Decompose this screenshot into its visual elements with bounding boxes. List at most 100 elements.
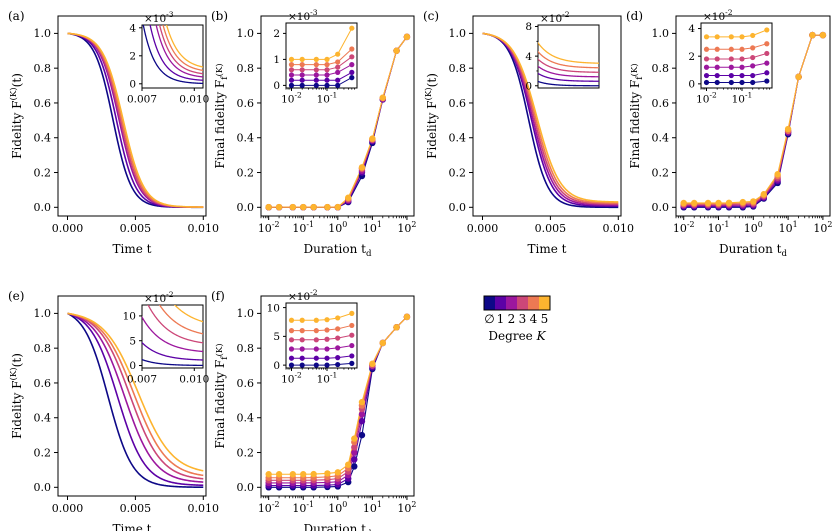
- inset-data-point: [349, 46, 355, 52]
- data-point: [369, 360, 376, 368]
- inset-data-point: [349, 54, 355, 60]
- x-tick-label: 0.005: [535, 222, 567, 235]
- series-line-2: [67, 312, 204, 483]
- y-tick-label: 0.2: [237, 446, 255, 459]
- inset-x-tick-label: 10-1: [317, 91, 338, 106]
- inset-data-point: [714, 56, 720, 62]
- inset-frame: [141, 304, 204, 369]
- inset-y-tick-label: 4: [129, 22, 136, 34]
- data-point: [275, 203, 283, 211]
- series-line-5: [67, 32, 204, 208]
- x-tick-label: 0.005: [120, 222, 152, 235]
- inset-y-tick-label: 10: [123, 311, 136, 323]
- inset-data-point: [714, 79, 720, 86]
- inset-frame: [537, 24, 600, 89]
- x-tick-label: 0.010: [188, 502, 220, 515]
- y-tick-label: 1.0: [34, 307, 52, 320]
- x-tick-label: 0.010: [188, 222, 220, 235]
- y-tick-label: 0.2: [237, 166, 255, 179]
- inset-b: 10-2 10-1 0 1 2 ×10-3: [273, 8, 358, 106]
- inset-data-point: [349, 342, 355, 349]
- inset-y-tick-label: 2: [688, 51, 695, 63]
- inset-y-tick-label: 0: [688, 79, 695, 91]
- inset-y-tick-label: 8: [525, 21, 532, 33]
- inset-y-tick-label: 4: [688, 23, 695, 35]
- inset-data-point: [703, 46, 710, 52]
- y-tick-label: 0.6: [34, 97, 52, 110]
- data-point: [265, 471, 272, 478]
- x-axis-label: Duration td: [303, 242, 372, 259]
- inset-series-line-3: [158, 25, 203, 75]
- x-tick-label: 0.005: [120, 502, 152, 515]
- inset-data-point: [299, 67, 305, 73]
- data-point: [784, 125, 792, 133]
- inset-data-point: [313, 317, 319, 323]
- x-tick-label: 10-1: [292, 500, 314, 515]
- inset-data-point: [313, 67, 319, 73]
- inset-series-line-1: [538, 72, 599, 82]
- inset-data-point: [299, 82, 305, 88]
- data-point: [393, 324, 400, 331]
- inset-y-tick-label: 0: [273, 360, 280, 372]
- inset-data-point: [714, 72, 720, 79]
- inset-data-point: [288, 77, 295, 83]
- y-tick-label: 0.4: [34, 132, 52, 145]
- y-tick-label: 0.8: [237, 62, 255, 75]
- y-tick-label: 0.4: [652, 132, 670, 145]
- inset-frame: [285, 22, 358, 89]
- inset-data-point: [764, 70, 770, 76]
- inset-data-point: [728, 46, 734, 52]
- inset-data-point: [299, 355, 305, 361]
- panel-label: (b): [211, 9, 228, 23]
- data-point: [358, 398, 366, 406]
- data-point: [403, 313, 411, 321]
- series-group: [67, 32, 204, 209]
- inset-multiplier: ×10-2: [288, 288, 318, 303]
- y-tick-label: 1.0: [449, 27, 467, 40]
- colorbar-frame: [483, 295, 551, 311]
- inset-multiplier: ×10-2: [540, 10, 570, 25]
- panel-label: (a): [8, 9, 25, 23]
- inset-data-point: [728, 72, 734, 79]
- x-tick-label: 10-2: [258, 220, 280, 235]
- x-axis-label: Duration td: [719, 242, 788, 259]
- inset-series-line-2: [538, 65, 599, 78]
- data-point: [739, 198, 747, 206]
- data-point: [351, 435, 358, 442]
- data-point: [403, 33, 411, 41]
- series-group: [482, 32, 619, 209]
- data-point: [774, 171, 781, 178]
- inset-series-line-0: [538, 80, 599, 87]
- inset-data-point: [349, 75, 355, 81]
- data-point: [324, 203, 331, 211]
- data-point: [750, 198, 757, 205]
- y-axis-label: Fidelity F(K)(t): [8, 353, 24, 439]
- y-tick-label: 0.0: [34, 481, 52, 494]
- colorbar-tick-label: 1: [497, 312, 505, 326]
- inset-data-point: [313, 82, 319, 88]
- inset-data-point: [324, 317, 330, 323]
- inset-data-point: [288, 72, 295, 78]
- inset-data-point: [288, 56, 295, 63]
- data-point: [379, 339, 386, 347]
- data-point: [351, 444, 358, 451]
- inset-data-point: [324, 62, 330, 68]
- inset-data-point: [703, 34, 710, 40]
- x-tick-label: 102: [397, 500, 416, 515]
- inset-series-line-2: [155, 25, 203, 78]
- inset-data-point: [288, 62, 295, 68]
- colorbar-swatch: [484, 296, 495, 310]
- inset-series-group: [142, 25, 203, 85]
- inset-data-point: [324, 362, 330, 368]
- colorbar-title: Degree K: [488, 329, 546, 343]
- inset-data-point: [288, 328, 295, 334]
- colorbar-tick-label: 2: [508, 312, 516, 326]
- y-tick-label: 0.6: [237, 97, 255, 110]
- inset-y-tick-label: 0: [129, 78, 136, 90]
- inset-multiplier: ×10-3: [144, 10, 174, 25]
- colorbar-tick-label: ∅: [484, 312, 494, 326]
- colorbar-swatch: [528, 296, 539, 310]
- data-point: [819, 31, 827, 39]
- y-tick-label: 0.2: [34, 446, 52, 459]
- x-tick-label: 102: [813, 220, 832, 235]
